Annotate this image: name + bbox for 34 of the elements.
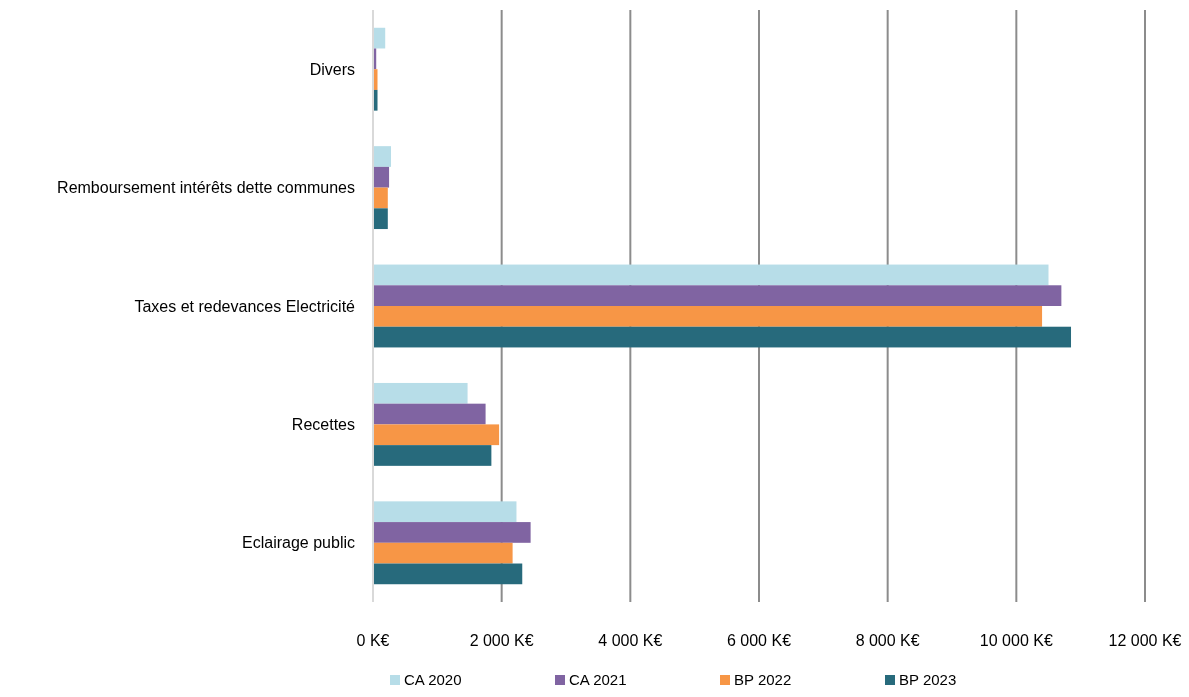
legend-label: CA 2021 [569,671,627,688]
bar [373,146,392,167]
bar [373,382,468,404]
y-tick-label: Remboursement intérêts dette communes [57,179,355,197]
bar [373,424,500,446]
bar [373,89,378,111]
x-tick-label: 8 000 K€ [855,632,920,649]
x-tick-label: 4 000 K€ [598,632,663,649]
bar [373,285,1062,306]
x-tick-label: 12 000 K€ [1108,632,1182,649]
bar [373,187,388,209]
y-tick-label: Recettes [291,416,355,433]
bar [373,326,1072,348]
bar [373,542,513,564]
bar [373,403,486,425]
x-tick-label: 2 000 K€ [469,632,534,649]
legend-label: BP 2022 [734,671,792,688]
bar [373,264,1049,286]
y-tick-label: Taxes et redevances Electricité [134,297,356,315]
x-tick-label: 10 000 K€ [979,632,1053,649]
bar [373,208,388,230]
legend-label: BP 2023 [899,671,957,688]
bar [373,69,378,90]
y-tick-label: Eclairage public [242,534,355,552]
bar [373,306,1043,327]
bar [373,563,523,585]
bar [373,445,492,466]
x-tick-label: 6 000 K€ [726,632,792,649]
legend-label: CA 2020 [404,671,462,688]
x-tick-label: 0 K€ [356,632,390,649]
bar [373,522,531,543]
bar [373,166,390,188]
bar [373,501,517,523]
y-tick-label: Divers [309,60,355,78]
